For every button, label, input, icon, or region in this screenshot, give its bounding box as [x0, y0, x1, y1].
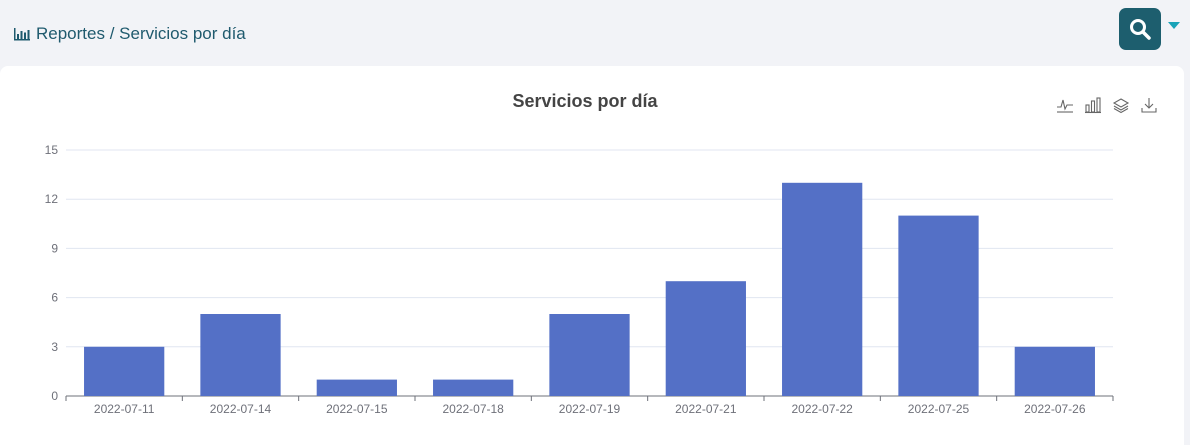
search-button[interactable]	[1119, 8, 1161, 50]
bar-chart-icon	[14, 28, 30, 41]
bar[interactable]	[1014, 346, 1095, 396]
y-tick-label: 15	[45, 143, 59, 157]
x-tick-label: 2022-07-18	[442, 402, 504, 416]
chart-title: Servicios por día	[512, 91, 658, 111]
search-icon	[1130, 19, 1151, 40]
y-tick-label: 3	[51, 340, 58, 354]
breadcrumb: Reportes / Servicios por día	[14, 24, 246, 44]
bar[interactable]	[316, 379, 397, 396]
x-tick-label: 2022-07-22	[791, 402, 853, 416]
line-chart-icon[interactable]	[1056, 96, 1074, 114]
page-header: Reportes / Servicios por día	[0, 0, 1190, 66]
x-tick-label: 2022-07-21	[675, 402, 737, 416]
bar-chart-icon[interactable]	[1084, 96, 1102, 114]
x-tick-label: 2022-07-11	[94, 402, 155, 416]
bar[interactable]	[433, 379, 514, 396]
y-tick-label: 6	[51, 291, 58, 305]
x-tick-label: 2022-07-25	[908, 402, 970, 416]
bar[interactable]	[898, 215, 979, 396]
y-tick-label: 12	[45, 192, 59, 206]
bar[interactable]	[549, 314, 630, 396]
caret-down-icon[interactable]	[1168, 22, 1180, 29]
x-tick-label: 2022-07-14	[210, 402, 272, 416]
x-tick-label: 2022-07-15	[326, 402, 388, 416]
chart-toolbox	[1056, 96, 1158, 114]
y-tick-label: 9	[51, 241, 58, 255]
breadcrumb-text[interactable]: Reportes / Servicios por día	[36, 24, 246, 43]
x-tick-label: 2022-07-19	[559, 402, 621, 416]
bar[interactable]	[84, 346, 165, 396]
download-icon[interactable]	[1140, 96, 1158, 114]
bar[interactable]	[665, 281, 746, 396]
y-tick-label: 0	[51, 389, 58, 403]
bar[interactable]	[200, 314, 281, 396]
stack-icon[interactable]	[1112, 96, 1130, 114]
bar[interactable]	[782, 182, 863, 396]
x-tick-label: 2022-07-26	[1024, 402, 1086, 416]
